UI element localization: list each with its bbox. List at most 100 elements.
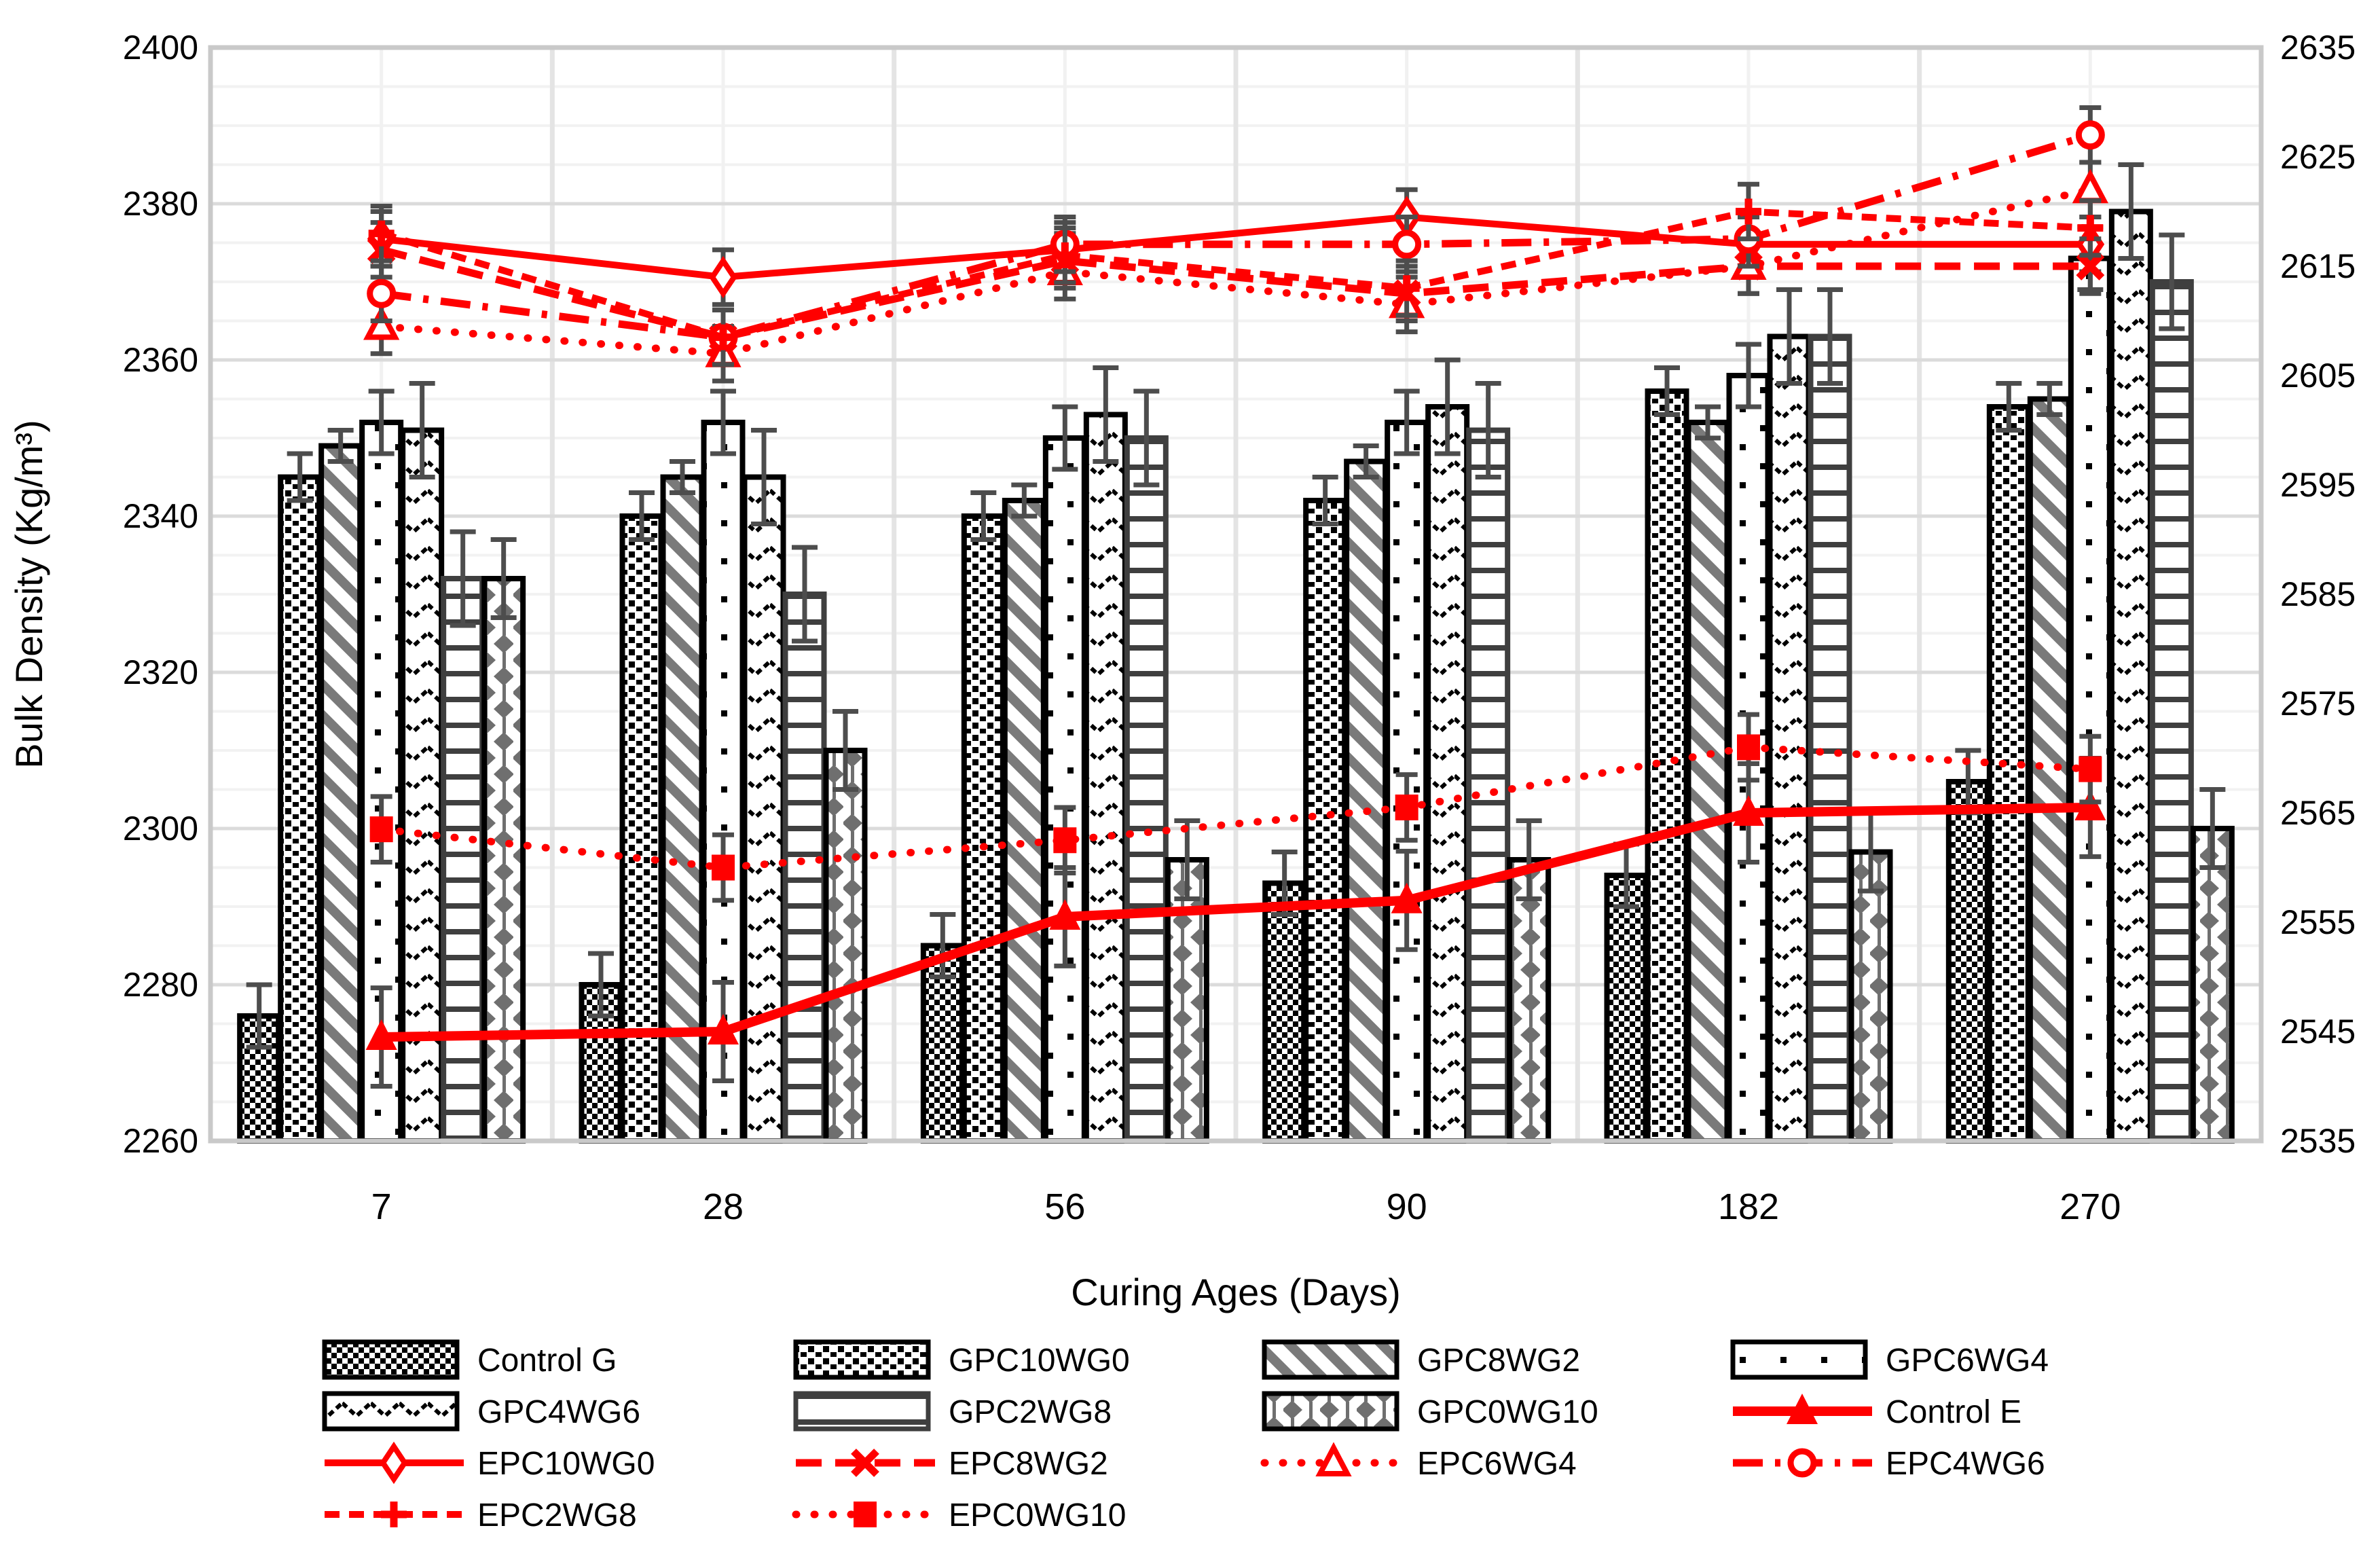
bar bbox=[1986, 404, 2031, 1144]
left-axis-tick: 2360 bbox=[123, 341, 198, 379]
legend-swatch-bar bbox=[1730, 1339, 1868, 1380]
legend-item-epc8wg2: EPC8WG2 bbox=[796, 1446, 1108, 1482]
legend-item-epc4wg6: EPC4WG6 bbox=[1733, 1446, 2045, 1482]
bar-error-bar bbox=[490, 537, 517, 620]
series-line bbox=[378, 185, 2094, 358]
x-axis-title: Curing Ages (Days) bbox=[1071, 1271, 1401, 1313]
legend-item-epc0wg10: EPC0WG10 bbox=[792, 1497, 1126, 1533]
bar-error-bar bbox=[2199, 787, 2226, 870]
bar-error-bar bbox=[1817, 287, 1843, 386]
marker-square-filled bbox=[1737, 734, 1760, 761]
right-axis-tick: 2565 bbox=[2280, 794, 2356, 832]
marker-circle-open bbox=[1787, 1448, 1817, 1478]
marker-diamond-open bbox=[709, 255, 737, 299]
legend-label: EPC0WG10 bbox=[949, 1497, 1126, 1533]
x-axis-category-label: 90 bbox=[1387, 1186, 1427, 1227]
bar bbox=[1945, 779, 1990, 1144]
bar bbox=[1767, 333, 1812, 1144]
series-line bbox=[380, 131, 2091, 342]
left-axis-tick: 2400 bbox=[123, 29, 198, 67]
bar-error-bar bbox=[1052, 404, 1078, 472]
bar bbox=[823, 748, 868, 1144]
bar-error-bar bbox=[832, 709, 858, 792]
bar bbox=[1165, 857, 1209, 1144]
bar-error-bar bbox=[1393, 388, 1420, 456]
marker-square-filled bbox=[1395, 794, 1418, 820]
legend-label: EPC6WG4 bbox=[1417, 1446, 1577, 1482]
legend-item-gpc10wg0: GPC10WG0 bbox=[793, 1339, 1130, 1380]
series-line bbox=[380, 208, 2091, 341]
legend-swatch-bar bbox=[1262, 1391, 1399, 1432]
marker-circle-open bbox=[2075, 120, 2105, 150]
bar-error-bar bbox=[246, 982, 272, 1050]
axis-labels: 2400 2380 2360 2340 2320 2300 2280 2260 2635 2625… bbox=[123, 29, 2356, 1227]
bar-error-bar bbox=[2159, 232, 2185, 331]
bar-error-bar bbox=[1312, 475, 1338, 526]
left-axis-tick: 2300 bbox=[123, 810, 198, 848]
marker-plus bbox=[1393, 275, 1420, 302]
marker-triangle-open bbox=[2072, 168, 2108, 204]
bar bbox=[1425, 404, 1470, 1144]
bar-error-bar bbox=[629, 490, 655, 542]
bar-error-bar bbox=[1654, 365, 1680, 417]
bar bbox=[318, 443, 363, 1144]
right-axis-tick: 2585 bbox=[2280, 575, 2356, 613]
bar bbox=[1604, 873, 1649, 1144]
bar-error-bar bbox=[1353, 443, 1379, 479]
line-series-epc0wg10 bbox=[369, 712, 2102, 903]
y-axis-title: Bulk Density (Kg/m³) bbox=[7, 420, 50, 768]
bar-error-bar bbox=[710, 388, 736, 456]
bar bbox=[2027, 396, 2072, 1144]
legend-label: EPC10WG0 bbox=[477, 1446, 655, 1482]
marker-square-filled bbox=[1053, 827, 1077, 854]
marker-plus bbox=[2077, 215, 2104, 241]
legend-label: GPC6WG4 bbox=[1886, 1343, 2049, 1379]
marker-square-filled bbox=[2079, 756, 2102, 782]
legend-swatch-bar bbox=[322, 1339, 460, 1380]
marker-plus bbox=[710, 324, 736, 350]
right-axis-tick: 2575 bbox=[2280, 685, 2356, 723]
legend-item-epc6wg4: EPC6WG4 bbox=[1260, 1442, 1577, 1482]
marker-circle-open bbox=[367, 278, 397, 308]
line-series-epc2wg8 bbox=[368, 181, 2104, 367]
legend-item-gpc2wg8: GPC2WG8 bbox=[793, 1391, 1112, 1432]
bar-error-bar bbox=[1133, 388, 1160, 488]
legend-swatch-bar bbox=[1262, 1339, 1399, 1380]
legend-label: GPC8WG2 bbox=[1417, 1343, 1580, 1379]
left-axis-tick: 2260 bbox=[123, 1122, 198, 1160]
bar-error-bar bbox=[1516, 818, 1542, 901]
legend-item-gpc4wg6: GPC4WG6 bbox=[322, 1391, 640, 1432]
left-axis-tick: 2380 bbox=[123, 185, 198, 223]
bar-error-bar bbox=[1174, 818, 1201, 901]
bar bbox=[1124, 435, 1169, 1144]
marker-plus bbox=[368, 220, 395, 247]
bar bbox=[1002, 498, 1046, 1144]
bar-error-bar bbox=[1011, 482, 1038, 519]
bar bbox=[742, 474, 786, 1144]
marker-triangle-open bbox=[1315, 1442, 1352, 1476]
marker-plus bbox=[381, 1502, 407, 1527]
marker-triangle-filled bbox=[2074, 789, 2106, 820]
x-axis-category-label: 182 bbox=[1718, 1186, 1779, 1227]
bar bbox=[1344, 458, 1389, 1144]
bar bbox=[660, 474, 705, 1144]
bar bbox=[278, 474, 323, 1144]
bar-error-bar bbox=[930, 912, 956, 979]
marker-plus bbox=[1052, 242, 1078, 268]
marker-square-filled bbox=[712, 854, 735, 881]
bar-series-group bbox=[237, 162, 2235, 1144]
bar-error-bar bbox=[751, 428, 777, 526]
marker-triangle-filled bbox=[708, 1014, 739, 1044]
legend: Control G GPC10WG0 GPC8WG2 GPC6WG4 GPC4WG6 GP… bbox=[322, 1339, 2049, 1533]
bar bbox=[1808, 333, 1852, 1144]
bar-error-bar bbox=[1996, 381, 2022, 433]
series-line bbox=[378, 743, 2094, 871]
bar bbox=[2108, 208, 2153, 1144]
bar bbox=[1083, 412, 1128, 1144]
legend-swatch-bar bbox=[793, 1391, 931, 1432]
bar bbox=[2068, 255, 2112, 1144]
legend-item-epc10wg0: EPC10WG0 bbox=[325, 1441, 655, 1485]
legend-label: Control E bbox=[1886, 1394, 2021, 1430]
bar-series-gpc2wg8 bbox=[441, 232, 2194, 1144]
